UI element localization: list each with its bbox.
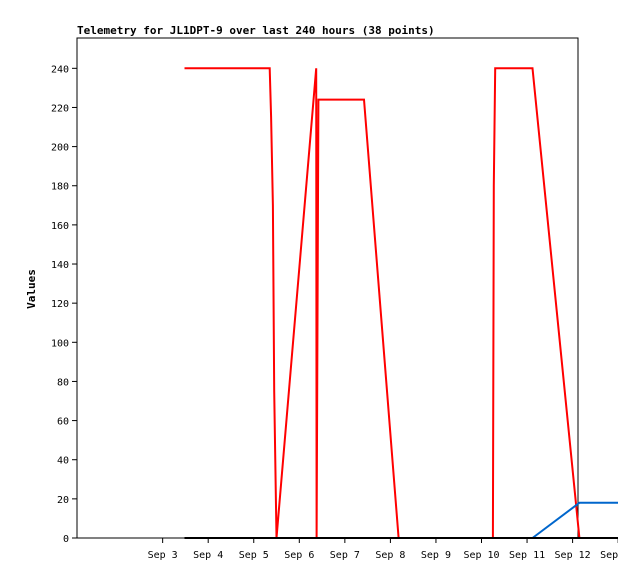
series-line-0 bbox=[184, 67, 618, 539]
series-layer bbox=[184, 67, 618, 539]
y-tick-label: 180 bbox=[51, 182, 69, 193]
y-axis: 0 20 40 60 80 100 120 140 160 180 200 220 240 bbox=[51, 64, 77, 545]
y-tick-label: 200 bbox=[51, 143, 69, 154]
y-axis-label: Values bbox=[25, 269, 38, 309]
x-tick-label: Sep 13 bbox=[600, 550, 618, 561]
y-tick-label: 60 bbox=[57, 417, 69, 428]
y-tick-label: 220 bbox=[51, 103, 69, 114]
x-tick-label: Sep 8 bbox=[375, 550, 405, 561]
y-tick-label: 140 bbox=[51, 260, 69, 271]
x-tick-label: Sep 6 bbox=[284, 550, 314, 561]
x-tick-label: Sep 12 bbox=[555, 550, 591, 561]
x-tick-label: Sep 7 bbox=[330, 550, 360, 561]
y-tick-label: 240 bbox=[51, 64, 69, 75]
x-tick-label: Sep 11 bbox=[509, 550, 545, 561]
plot-area-frame bbox=[76, 37, 579, 539]
x-tick-label: Sep 9 bbox=[421, 550, 451, 561]
y-tick-label: 0 bbox=[63, 534, 69, 545]
y-tick-label: 40 bbox=[57, 456, 69, 467]
y-tick-label: 100 bbox=[51, 338, 69, 349]
x-tick-label: Sep 10 bbox=[463, 550, 499, 561]
y-tick-label: 80 bbox=[57, 377, 69, 388]
x-tick-label: Sep 4 bbox=[193, 550, 223, 561]
y-tick-label: 120 bbox=[51, 299, 69, 310]
chart-title: Telemetry for JL1DPT-9 over last 240 hou… bbox=[77, 24, 435, 37]
series-line-1 bbox=[531, 501, 618, 539]
x-axis: Sep 3 Sep 4 Sep 5 Sep 6 Sep 7 Sep 8 Sep 9 Sep 1… bbox=[148, 538, 618, 561]
y-tick-label: 20 bbox=[57, 495, 69, 506]
x-tick-label: Sep 3 bbox=[148, 550, 178, 561]
x-tick-label: Sep 5 bbox=[239, 550, 269, 561]
y-tick-label: 160 bbox=[51, 221, 69, 232]
